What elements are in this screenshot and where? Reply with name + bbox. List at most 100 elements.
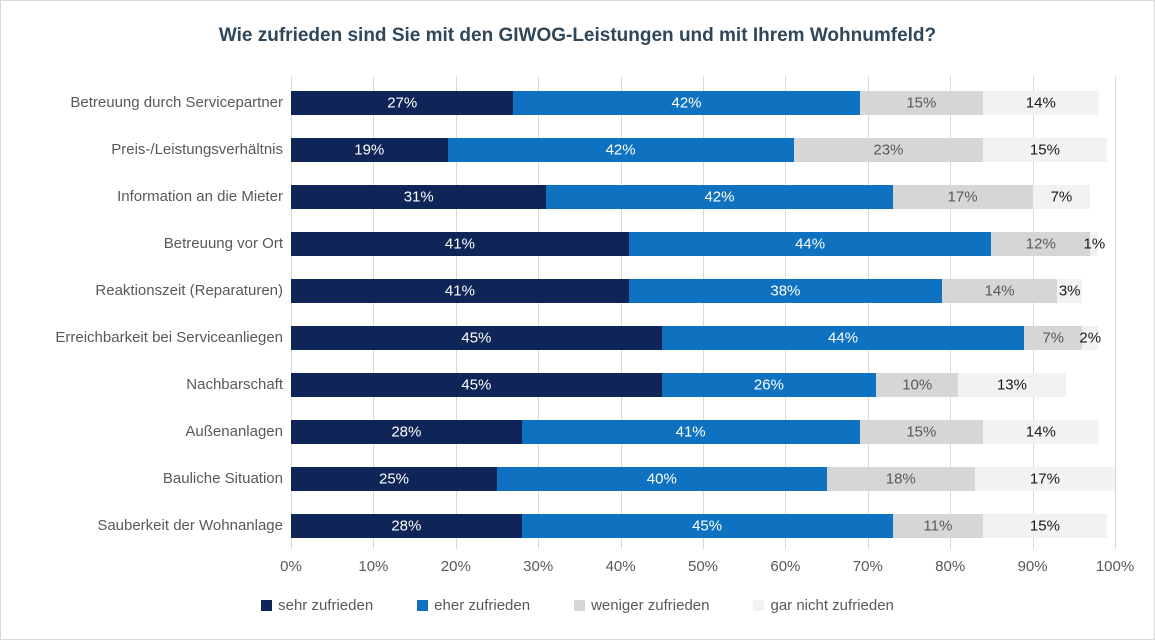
bar-value-label: 14% [1025,94,1056,111]
gridline [620,76,622,549]
legend-label: weniger zufrieden [591,597,710,614]
bar-segment-gar-nicht-zufrieden: 3% [1057,278,1083,303]
bar-segment-sehr-zufrieden: 45% [291,372,662,397]
bar-value-label: 44% [795,235,826,252]
bar-value-label: 27% [387,94,418,111]
gridline [867,76,869,549]
gridline [373,76,375,549]
legend-item: gar nicht zufrieden [753,597,894,614]
bar-segment-eher-zufrieden: 44% [628,231,992,256]
bar-segment-sehr-zufrieden: 41% [291,231,629,256]
bar-segment-sehr-zufrieden: 45% [291,325,662,350]
bar-value-label: 28% [391,423,422,440]
x-tick-label: 30% [523,558,554,575]
bar-value-label: 11% [923,517,953,534]
gridline [785,76,787,549]
bar-segment-sehr-zufrieden: 28% [291,513,522,538]
category-label: Nachbarschaft [186,376,283,393]
bar-segment-eher-zufrieden: 42% [447,137,794,162]
bar-value-label: 14% [984,282,1015,299]
bar-value-label: 42% [671,94,702,111]
bar-value-label: 3% [1058,282,1081,299]
legend-label: gar nicht zufrieden [770,597,894,614]
bar-row: 45% 26% 10% 13% [291,372,1115,397]
gridline [291,76,292,549]
category-label: Außenanlagen [185,423,283,440]
bar-value-label: 40% [646,470,677,487]
bar-row: 45% 44% 7% 2% [291,325,1115,350]
gridline [1115,76,1116,549]
bar-value-label: 2% [1079,329,1102,346]
category-label: Sauberkeit der Wohnanlage [97,517,283,534]
bar-row: 28% 41% 15% 14% [291,419,1115,444]
x-tick-label: 60% [770,558,801,575]
bar-segment-weniger-zufrieden: 10% [876,372,959,397]
bar-segment-weniger-zufrieden: 18% [826,466,975,491]
bar-value-label: 18% [885,470,916,487]
bar-value-label: 15% [906,94,937,111]
bar-segment-eher-zufrieden: 40% [497,466,827,491]
bar-segment-eher-zufrieden: 41% [521,419,860,444]
bar-value-label: 45% [692,517,723,534]
legend-label: eher zufrieden [434,597,531,614]
bar-segment-gar-nicht-zufrieden: 17% [974,466,1115,491]
bar-segment-sehr-zufrieden: 27% [291,90,514,115]
bar-value-label: 12% [1025,235,1056,252]
gridline [703,76,704,549]
category-label: Preis-/Leistungsverhältnis [111,141,283,158]
gridline [1032,76,1034,549]
bar-segment-sehr-zufrieden: 19% [291,137,448,162]
bar-value-label: 41% [444,282,475,299]
bar-value-label: 28% [391,517,422,534]
bar-segment-gar-nicht-zufrieden: 7% [1032,184,1091,209]
x-tick-label: 80% [935,558,966,575]
bar-segment-sehr-zufrieden: 31% [291,184,547,209]
gridline [538,76,540,549]
bar-segment-gar-nicht-zufrieden: 14% [983,419,1099,444]
x-tick-label: 50% [687,558,719,575]
category-label: Erreichbarkeit bei Serviceanliegen [55,329,283,346]
bar-segment-weniger-zufrieden: 7% [1024,325,1083,350]
legend-label: sehr zufrieden [278,597,374,614]
bar-segment-sehr-zufrieden: 28% [291,419,522,444]
gridline [950,76,952,549]
category-label: Bauliche Situation [162,470,283,487]
category-label: Reaktionszeit (Reparaturen) [95,282,283,299]
bar-segment-gar-nicht-zufrieden: 15% [983,137,1107,162]
bar-row: 19% 42% 23% 15% [291,137,1115,162]
legend-item: sehr zufrieden [261,597,373,614]
bar-segment-eher-zufrieden: 42% [546,184,893,209]
bar-value-label: 41% [675,423,706,440]
bar-segment-weniger-zufrieden: 14% [941,278,1058,303]
bar-value-label: 44% [828,329,859,346]
bar-segment-gar-nicht-zufrieden: 15% [983,513,1107,538]
category-label: Information an die Mieter [117,188,283,205]
chart-title: Wie zufrieden sind Sie mit den GIWOG-Lei… [218,25,937,46]
bar-value-label: 15% [1029,517,1060,534]
bar-row: 25% 40% 18% 17% [291,466,1115,491]
bar-value-label: 41% [444,235,475,252]
category-label: Betreuung vor Ort [163,235,283,252]
x-tick-label: 90% [1017,558,1048,575]
legend-marker [261,600,273,611]
bar-segment-gar-nicht-zufrieden: 14% [983,90,1099,115]
legend: sehr zufrieden eher zufrieden weniger zufr… [1,597,1154,614]
bar-segment-eher-zufrieden: 26% [661,372,877,397]
bar-segment-weniger-zufrieden: 23% [793,137,984,162]
bar-value-label: 7% [1050,188,1073,205]
bar-value-label: 23% [873,141,904,158]
bar-value-label: 17% [947,188,978,205]
legend-marker [574,600,586,611]
bar-value-label: 45% [461,376,492,393]
bar-value-label: 17% [1029,470,1060,487]
bar-value-label: 7% [1042,329,1065,346]
bar-value-label: 25% [378,470,410,487]
bar-segment-gar-nicht-zufrieden: 1% [1084,231,1105,256]
x-tick-label: 20% [440,558,471,575]
bar-segment-weniger-zufrieden: 15% [859,419,984,444]
x-tick-label: 0% [280,558,302,575]
bar-row: 31% 42% 17% 7% [291,184,1115,209]
bar-value-label: 15% [906,423,937,440]
bar-value-label: 15% [1029,141,1060,158]
